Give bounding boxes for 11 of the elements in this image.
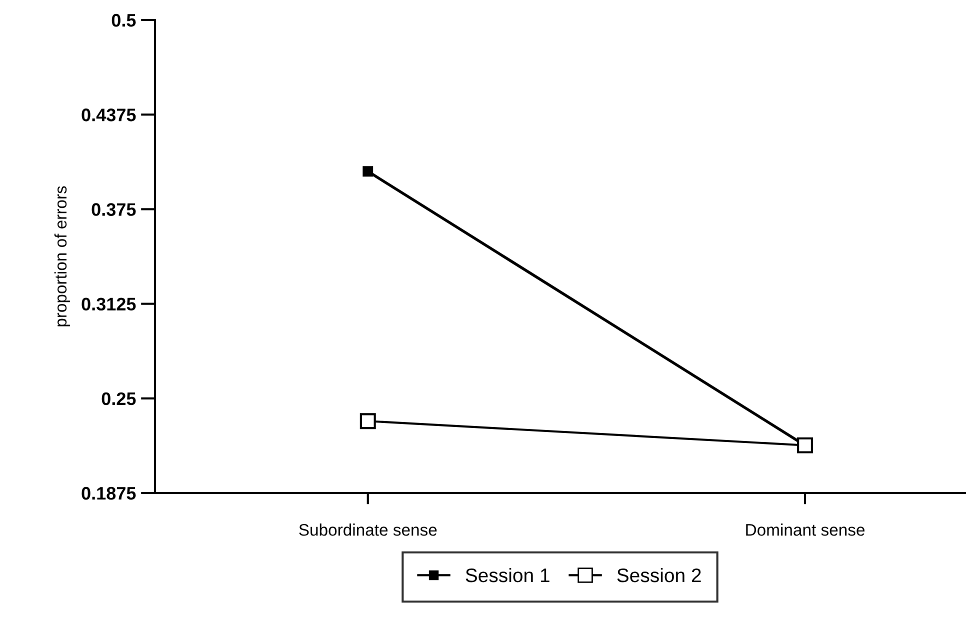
y-tick-label: 0.25 — [102, 392, 136, 406]
y-tick-label: 0.4375 — [82, 108, 136, 122]
y-tick-label: 0.375 — [92, 203, 136, 216]
x-tick-label: Subordinate sense — [299, 524, 437, 536]
y-tick-label: 0.3125 — [82, 298, 136, 311]
y-tick-label: 0.5 — [112, 14, 136, 27]
x-tick-label: Dominant sense — [746, 524, 864, 536]
legend-label: Session 2 — [617, 568, 701, 582]
y-tick-label: 0.1875 — [82, 486, 136, 500]
legend-label: Session 1 — [466, 568, 550, 582]
y-axis-title: proportion of errors — [54, 186, 70, 326]
